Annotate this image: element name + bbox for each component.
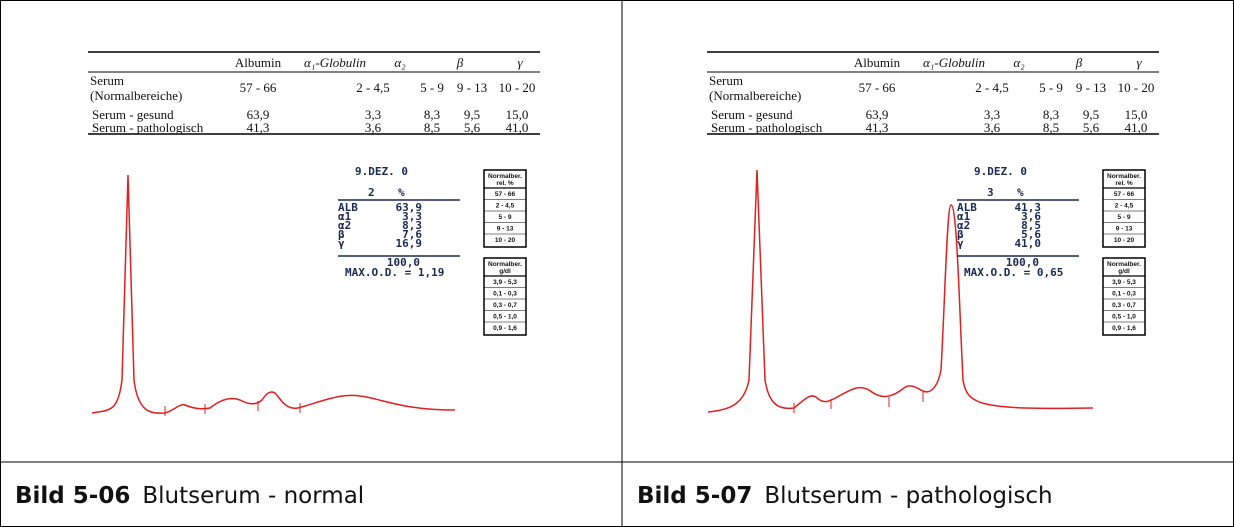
caption: Bild 5-06 Blutserum - normal <box>15 483 364 509</box>
range-value: 0,5 - 1,0 <box>1112 314 1136 321</box>
cell: 41,0 <box>506 120 529 135</box>
printout-header: % <box>398 186 405 199</box>
curve-ticks <box>794 392 923 413</box>
column-header: α₁-Globulin <box>304 55 366 70</box>
cell: 9 - 13 <box>1076 80 1106 95</box>
printout-max: MAX.O.D. = 0,65 <box>964 266 1063 279</box>
range-title: rel. % <box>496 180 514 187</box>
range-value: 5 - 9 <box>498 214 511 221</box>
column-header: α₁-Globulin <box>923 55 985 70</box>
cell: 10 - 20 <box>499 80 536 95</box>
cell: 2 - 4,5 <box>975 80 1009 95</box>
range-value: 10 - 20 <box>1114 237 1135 244</box>
printout-date: 9.DEZ. 0 <box>974 165 1027 178</box>
cell: 5,6 <box>464 120 481 135</box>
printout-header: 3 <box>987 186 994 199</box>
range-title: g/dl <box>1118 268 1130 275</box>
column-header: Albumin <box>235 55 282 70</box>
cell: 2 - 4,5 <box>356 80 390 95</box>
range-title: Normalber. <box>1107 261 1141 268</box>
printout-date: 9.DEZ. 0 <box>355 165 408 178</box>
printout-value: 16,9 <box>396 237 423 250</box>
range-value: 2 - 4,5 <box>1115 203 1134 210</box>
caption-text: Blutserum - normal <box>142 483 364 509</box>
caption-label: Bild 5-06 <box>15 483 130 509</box>
cell: 5,6 <box>1083 120 1100 135</box>
range-title: Normalber. <box>488 173 522 180</box>
cell: 57 - 66 <box>240 80 277 95</box>
range-title: rel. % <box>1115 180 1133 187</box>
cell: 10 - 20 <box>1118 80 1155 95</box>
range-value: 0,3 - 0,7 <box>493 302 517 309</box>
row-label: Serum - pathologisch <box>711 120 823 135</box>
cell: 41,3 <box>866 120 889 135</box>
column-header: γ <box>517 55 523 70</box>
column-header: α₂ <box>394 55 406 70</box>
range-value: 57 - 66 <box>1114 191 1135 198</box>
cell: 3,6 <box>365 120 382 135</box>
column-header: β <box>456 55 464 70</box>
range-title: Normalber. <box>488 261 522 268</box>
row-label: Serum (Normalbereiche) <box>90 73 210 107</box>
range-value: 57 - 66 <box>495 191 516 198</box>
range-title: g/dl <box>499 268 511 275</box>
panel: Albumin α₁-Globulin α₂ β γ Serum (Normalberei… <box>707 52 1159 413</box>
printout-max: MAX.O.D. = 1,19 <box>345 266 444 279</box>
caption-label: Bild 5-07 <box>637 483 752 509</box>
range-value: 2 - 4,5 <box>496 203 515 210</box>
cell: 3,6 <box>984 120 1001 135</box>
range-value: 0,9 - 1,6 <box>493 325 517 332</box>
caption: Bild 5-07 Blutserum - pathologisch <box>637 483 1053 509</box>
column-header: γ <box>1136 55 1142 70</box>
cell: 57 - 66 <box>859 80 896 95</box>
range-value: 0,5 - 1,0 <box>493 314 517 321</box>
range-value: 0,1 - 0,3 <box>493 291 517 298</box>
cell: 5 - 9 <box>1039 80 1063 95</box>
cell: 5 - 9 <box>420 80 444 95</box>
printout-header: % <box>1017 186 1024 199</box>
column-header: Albumin <box>854 55 901 70</box>
cell: 9 - 13 <box>457 80 487 95</box>
range-title: Normalber. <box>1107 173 1141 180</box>
range-value: 0,9 - 1,6 <box>1112 325 1136 332</box>
row-label: Serum (Normalbereiche) <box>709 73 829 107</box>
printout-value: 41,0 <box>1015 237 1042 250</box>
range-value: 3,9 - 5,3 <box>1112 279 1136 286</box>
page: {"panels":[ {"table":{"header":["Albumin… <box>0 0 1234 527</box>
cell: 41,0 <box>1125 120 1148 135</box>
range-value: 3,9 - 5,3 <box>493 279 517 286</box>
row-label: Serum (Normalbereiche) <box>709 73 829 103</box>
cell: 8,5 <box>1043 120 1059 135</box>
panel: Albumin α₁-Globulin α₂ β γ Serum (Normalberei… <box>88 52 540 416</box>
printout-label: γ <box>957 237 964 250</box>
range-value: 0,1 - 0,3 <box>1112 291 1136 298</box>
row-label: Serum (Normalbereiche) <box>90 73 210 103</box>
column-header: β <box>1075 55 1083 70</box>
printout-header: 2 <box>368 186 375 199</box>
column-header: α₂ <box>1013 55 1025 70</box>
row-label: Serum - pathologisch <box>92 120 204 135</box>
range-value: 9 - 13 <box>497 226 514 233</box>
range-value: 0,3 - 0,7 <box>1112 302 1136 309</box>
curve-ticks <box>165 401 300 416</box>
cell: 8,5 <box>424 120 440 135</box>
cell: 41,3 <box>247 120 270 135</box>
figure: Albumin α₁-Globulin α₂ β γ Serum (Normalberei… <box>0 0 1234 527</box>
range-value: 9 - 13 <box>1116 226 1133 233</box>
caption-text: Blutserum - pathologisch <box>764 483 1052 509</box>
range-value: 5 - 9 <box>1117 214 1130 221</box>
range-value: 10 - 20 <box>495 237 516 244</box>
printout-label: γ <box>338 237 345 250</box>
